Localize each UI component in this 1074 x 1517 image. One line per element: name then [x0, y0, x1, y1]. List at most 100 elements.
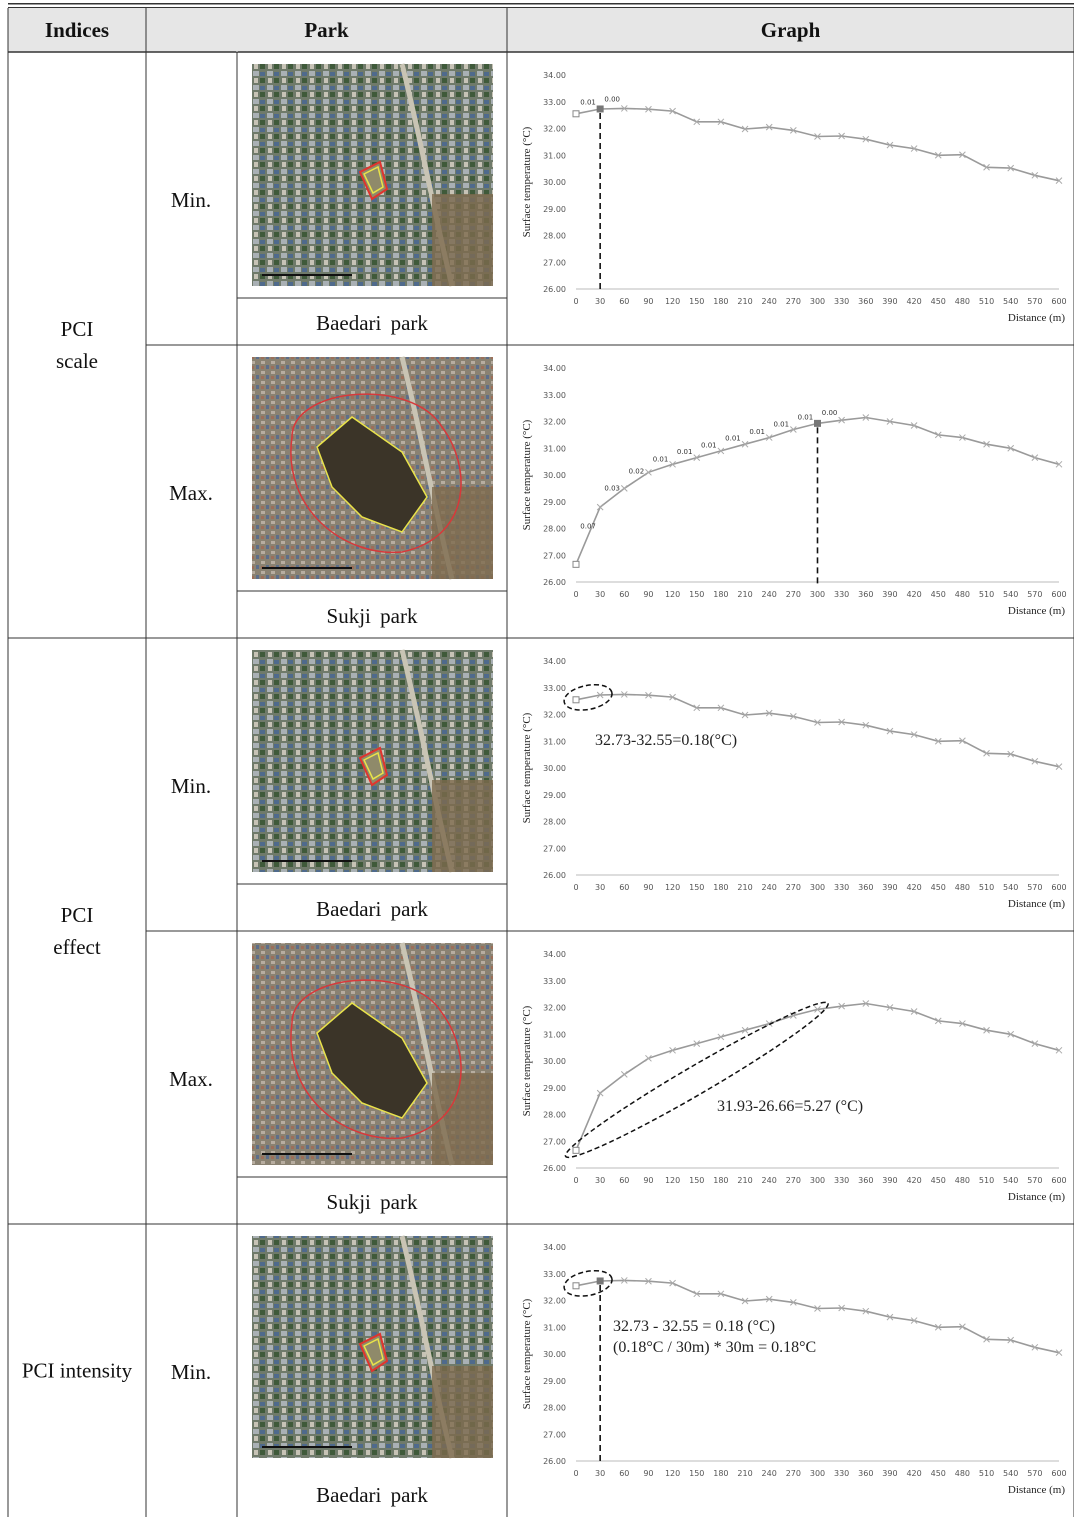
x-tick-label: 210 [737, 1469, 752, 1478]
scale-bar [262, 567, 352, 569]
x-tick-label: 510 [979, 297, 994, 306]
x-tick-label: 270 [786, 1469, 801, 1478]
x-tick-label: 60 [619, 1469, 629, 1478]
y-tick-label: 31.00 [543, 151, 566, 160]
x-tick-label: 30 [595, 1469, 605, 1478]
highlight-ellipse [559, 991, 835, 1168]
x-tick-label: 120 [665, 1469, 680, 1478]
y-tick-label: 29.00 [543, 1377, 566, 1386]
point [573, 1147, 579, 1153]
x-tick-label: 600 [1051, 590, 1066, 599]
x-tick-label: 150 [689, 1176, 704, 1185]
header-cell: Graph [761, 18, 821, 42]
park-name: Baedari park [316, 1483, 428, 1507]
x-tick-label: 270 [786, 883, 801, 892]
x-tick-label: 360 [858, 590, 873, 599]
x-tick-label: 300 [810, 297, 825, 306]
y-tick-label: 28.00 [543, 1404, 566, 1413]
x-tick-label: 240 [762, 590, 777, 599]
segment-label: 0.00 [604, 96, 620, 104]
x-tick-label: 210 [737, 1176, 752, 1185]
park-name: Sukji park [327, 604, 418, 628]
y-tick-label: 29.00 [543, 1084, 566, 1093]
y-tick-label: 30.00 [543, 178, 566, 187]
x-tick-label: 390 [882, 1469, 897, 1478]
x-tick-label: 150 [689, 297, 704, 306]
x-tick-label: 180 [713, 883, 728, 892]
y-tick-label: 30.00 [543, 471, 566, 480]
x-tick-label: 120 [665, 1176, 680, 1185]
x-tick-label: 270 [786, 590, 801, 599]
x-tick-label: 540 [1003, 1469, 1018, 1478]
x-tick-label: 60 [619, 883, 629, 892]
x-tick-label: 330 [834, 590, 849, 599]
x-tick-label: 300 [810, 1176, 825, 1185]
y-tick-label: 30.00 [543, 1057, 566, 1066]
x-tick-label: 390 [882, 590, 897, 599]
point [573, 561, 579, 567]
x-tick-label: 180 [713, 590, 728, 599]
y-tick-label: 27.00 [543, 258, 566, 267]
point [597, 1090, 603, 1096]
point [573, 1283, 579, 1289]
x-tick-label: 300 [810, 883, 825, 892]
y-tick-label: 26.00 [543, 285, 566, 294]
y-tick-label: 28.00 [543, 525, 566, 534]
x-tick-label: 120 [665, 590, 680, 599]
scale-bar [262, 274, 352, 276]
y-tick-label: 32.00 [543, 418, 566, 427]
y-tick-label: 31.00 [543, 444, 566, 453]
y-tick-label: 29.00 [543, 791, 566, 800]
y-tick-label: 26.00 [543, 871, 566, 880]
satellite-image [252, 357, 493, 579]
point [573, 697, 579, 703]
y-tick-label: 33.00 [543, 1270, 566, 1279]
y-tick-label: 30.00 [543, 1350, 566, 1359]
y-tick-label: 33.00 [543, 391, 566, 400]
x-tick-label: 450 [931, 590, 946, 599]
park-name: Baedari park [316, 897, 428, 921]
park-name: Sukji park [327, 1190, 418, 1214]
y-tick-label: 32.00 [543, 125, 566, 134]
note: 32.73 - 32.55 = 0.18 (°C) [613, 1318, 775, 1335]
y-tick-label: 32.00 [543, 711, 566, 720]
x-tick-label: 210 [737, 297, 752, 306]
segment-label: 0.01 [773, 421, 789, 429]
x-tick-label: 210 [737, 883, 752, 892]
x-tick-label: 180 [713, 1176, 728, 1185]
top-rule [8, 3, 1074, 5]
x-tick-label: 510 [979, 883, 994, 892]
y-tick-label: 34.00 [543, 950, 566, 959]
header-bg [8, 8, 1074, 52]
x-tick-label: 510 [979, 1176, 994, 1185]
segment-label: 0.02 [629, 467, 645, 475]
y-tick-label: 27.00 [543, 551, 566, 560]
x-tick-label: 570 [1027, 590, 1042, 599]
segment-label: 0.03 [604, 485, 620, 493]
point [597, 1277, 604, 1284]
x-tick-label: 420 [906, 1469, 921, 1478]
park-name: Baedari park [316, 311, 428, 335]
x-tick-label: 270 [786, 297, 801, 306]
segment-label: 0.01 [653, 455, 669, 463]
x-tick-label: 60 [619, 590, 629, 599]
x-tick-label: 540 [1003, 590, 1018, 599]
y-axis-label: Surface temperature (°C) [521, 1298, 533, 1409]
satellite-image [252, 1236, 493, 1458]
x-tick-label: 240 [762, 883, 777, 892]
x-tick-label: 600 [1051, 1469, 1066, 1478]
y-tick-label: 31.00 [543, 737, 566, 746]
y-tick-label: 32.00 [543, 1297, 566, 1306]
point [597, 105, 604, 112]
x-tick-label: 270 [786, 1176, 801, 1185]
level-label: Max. [169, 481, 213, 505]
y-tick-label: 27.00 [543, 1137, 566, 1146]
x-tick-label: 330 [834, 883, 849, 892]
x-tick-label: 390 [882, 883, 897, 892]
y-tick-label: 30.00 [543, 764, 566, 773]
top-rule [8, 7, 1074, 8]
x-tick-label: 510 [979, 1469, 994, 1478]
y-tick-label: 26.00 [543, 1164, 566, 1173]
x-tick-label: 0 [573, 1469, 578, 1478]
y-axis-label: Surface temperature (°C) [521, 712, 533, 823]
